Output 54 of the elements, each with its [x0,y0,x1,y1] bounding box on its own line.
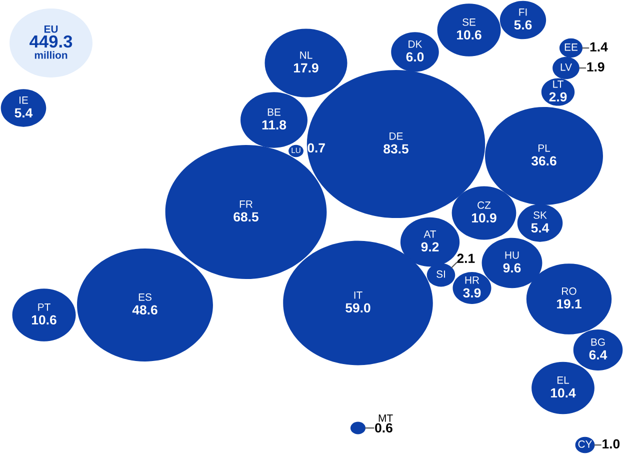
category-label: SK [534,211,547,219]
category-label: BE [268,108,280,116]
category-label: HU [505,252,519,259]
data-label: 0.6 [375,423,392,433]
category-label: HR [465,276,480,284]
data-label: 9.2 [421,242,439,252]
data-label: 59.0 [346,303,370,313]
data-label: 5.4 [14,108,33,118]
category-label: EE [564,44,578,51]
data-label: 5.4 [531,223,550,233]
data-label: 3.9 [463,288,481,298]
category-label: BG [591,338,605,346]
category-label: FR [240,200,252,208]
data-label: 19.1 [556,299,582,309]
data-label: 10.4 [550,388,576,398]
category-label: PL [538,144,550,152]
data-label: 83.5 [384,144,408,154]
data-label: 1.4 [590,42,608,52]
category-label: FI [519,8,527,16]
category-label: CY [578,440,592,448]
category-label: NL [300,52,312,59]
data-label: 1.9 [587,62,604,72]
text: EU 449.3 million [30,26,72,59]
data-label: 2.9 [549,92,567,102]
category-label: ES [138,293,152,301]
data-label: 10.6 [456,30,482,40]
category-label: DK [408,40,422,48]
category-label: MT [378,414,393,422]
data-label: 6.0 [406,52,424,62]
category-label: CZ [478,201,491,209]
data-label: 10.6 [32,315,56,325]
category-label: LT [553,80,564,88]
data-label: 0.7 [308,143,325,153]
category-label: AT [424,230,436,238]
data-label: 11.8 [262,120,286,130]
category-label: IE [20,96,28,104]
category-label: PT [38,304,50,311]
data-label: 6.4 [589,350,608,360]
data-label: 68.5 [234,212,258,222]
category-label: RO [562,287,576,295]
data-label: 17.9 [294,63,318,73]
data-label: 10.9 [472,213,496,223]
data-label: 36.6 [531,156,556,166]
category-label: DE [390,132,403,140]
data-label: 2.1 [457,254,475,263]
category-label: SI [436,270,445,278]
data-label: 5.6 [514,20,532,30]
category-label: IT [354,292,362,299]
data-label: 48.6 [132,305,158,315]
category-label: LV [560,64,572,71]
category-label: EL [557,376,570,384]
data-label: 1.0 [602,439,620,449]
data-label: 9.6 [503,263,521,273]
category-label: SE [462,18,476,26]
